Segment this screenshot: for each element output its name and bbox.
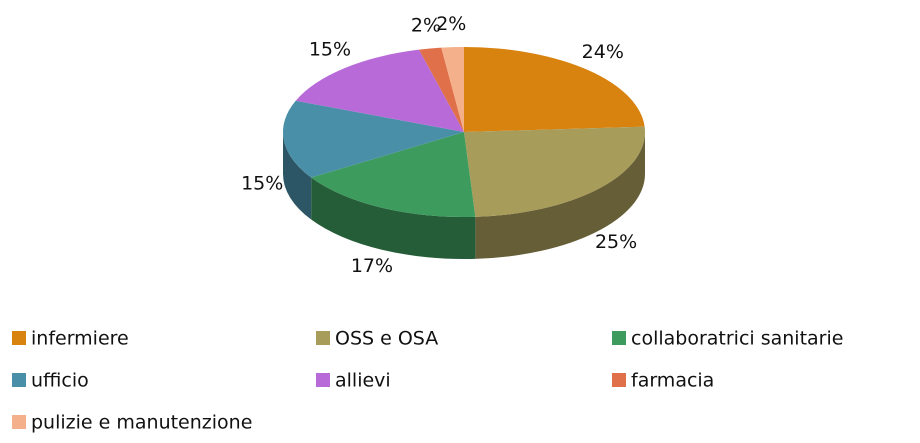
legend-label: OSS e OSA: [335, 328, 438, 350]
legend-swatch: [12, 373, 26, 387]
legend-swatch: [612, 331, 626, 345]
data-label: 25%: [595, 231, 637, 253]
legend-label: farmacia: [631, 370, 714, 392]
data-label: 15%: [309, 39, 351, 61]
slice: [311, 132, 476, 217]
slice: [441, 47, 464, 132]
slice-tops: [283, 47, 645, 217]
legend-swatch: [316, 331, 330, 345]
legend-swatch: [612, 373, 626, 387]
slice-side: [475, 132, 645, 259]
slice: [295, 49, 464, 132]
data-label: 17%: [351, 255, 393, 277]
slice-side: [283, 132, 312, 220]
legend-label: allievi: [335, 370, 391, 392]
data-label: 24%: [582, 41, 624, 63]
legend-swatch: [316, 373, 330, 387]
data-label: 2%: [436, 13, 466, 35]
legend-swatch: [12, 331, 26, 345]
legend-label: pulizie e manutenzione: [31, 412, 252, 434]
slice-side: [311, 177, 476, 259]
slice: [418, 47, 464, 132]
slice: [283, 100, 464, 178]
data-label: 2%: [411, 15, 441, 37]
slice: [464, 47, 645, 132]
legend-label: infermiere: [31, 328, 129, 350]
slice: [464, 126, 645, 217]
legend-swatch: [12, 415, 26, 429]
legend-label: ufficio: [31, 370, 89, 392]
legend-label: collaboratrici sanitarie: [631, 328, 843, 350]
slice-sides: [283, 132, 645, 259]
data-label: 15%: [241, 172, 283, 194]
